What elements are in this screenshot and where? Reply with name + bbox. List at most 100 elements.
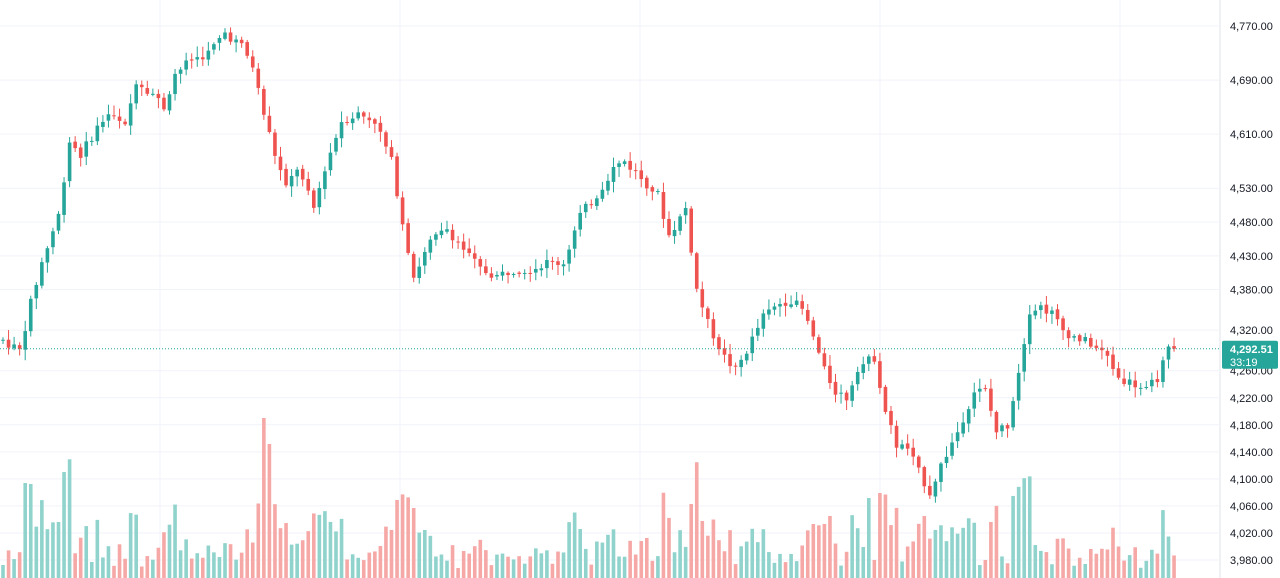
volume-bar — [134, 514, 138, 578]
candle-body — [622, 161, 627, 164]
candle-body — [905, 443, 910, 449]
volume-bar — [534, 548, 538, 578]
volume-bar — [184, 539, 188, 578]
candle-body — [395, 156, 399, 197]
volume-bar — [306, 531, 311, 578]
volume-bar — [528, 556, 533, 578]
volume-bar — [117, 544, 122, 578]
candle-body — [1155, 379, 1160, 383]
price-tick-label: 4,530.00 — [1230, 183, 1273, 195]
candle-body — [367, 117, 372, 121]
volume-bar — [1072, 565, 1076, 578]
volume-bar — [589, 564, 594, 578]
price-axis[interactable]: 4,770.00 4,690.00 4,610.00 4,530.00 4,480.00… — [1230, 21, 1273, 567]
current-price-tag: 4,292.51 33:19 — [1222, 340, 1278, 369]
current-price-badge — [1222, 340, 1278, 369]
volume-bar — [650, 560, 655, 578]
volume-bar — [595, 541, 599, 578]
volume-bar — [312, 513, 316, 578]
candle-body — [67, 142, 72, 182]
volume-bar — [539, 553, 544, 578]
candle-body — [428, 239, 433, 253]
volume-bar — [273, 504, 277, 578]
volume-bar — [883, 494, 888, 578]
volume-bar — [572, 512, 577, 578]
volume-bar — [1022, 478, 1026, 578]
price-tick-label: 4,020.00 — [1230, 528, 1273, 540]
volume-bar — [284, 523, 288, 578]
candle-body — [167, 94, 172, 111]
candle-body — [972, 392, 977, 409]
volume-bar — [1172, 555, 1176, 578]
candle-body — [262, 88, 266, 115]
candle-body — [978, 388, 982, 392]
volume-bar — [767, 552, 771, 578]
volume-bar — [1100, 548, 1104, 578]
volume-bar — [756, 542, 760, 578]
candle-body — [245, 42, 249, 56]
volume-bar — [1089, 548, 1093, 578]
candle-body — [678, 216, 682, 231]
candle-body — [206, 50, 211, 60]
candle-body — [1161, 360, 1165, 382]
volume-bar — [511, 559, 516, 578]
candle-body — [661, 192, 666, 219]
candle-body — [517, 272, 521, 274]
volume-bar — [545, 550, 549, 578]
candle-body — [717, 337, 721, 350]
grid-lines — [0, 0, 1221, 578]
candle-body — [500, 271, 505, 276]
volume-bar — [300, 540, 305, 578]
volume-bar — [195, 553, 200, 578]
candle-body — [356, 112, 360, 119]
candle-body — [628, 160, 632, 170]
candle-body — [817, 337, 821, 353]
volume-bar — [101, 557, 105, 578]
volume-bar — [1105, 549, 1110, 578]
volume-bar — [128, 513, 133, 578]
candle-body — [617, 163, 621, 167]
volume-bar — [678, 530, 682, 578]
volume-bar — [567, 522, 571, 578]
volume-bar — [894, 507, 899, 578]
candle-body — [861, 364, 866, 373]
volume-bar — [517, 556, 521, 578]
volume-bar — [123, 558, 127, 578]
volume-bar — [583, 548, 588, 578]
volume-bar — [450, 545, 455, 578]
volume-bar — [356, 557, 360, 578]
volume-bar — [706, 535, 710, 578]
candle-body — [406, 223, 410, 253]
volume-bar — [206, 545, 211, 578]
volume-bar — [805, 530, 810, 578]
candle-body — [1111, 354, 1115, 369]
candle-body — [800, 301, 804, 309]
volume-bar — [550, 563, 555, 578]
volume-bar — [611, 529, 616, 578]
candle-body — [212, 44, 216, 50]
candle-body — [822, 353, 827, 367]
volume-bar — [367, 552, 372, 578]
candle-body — [173, 73, 177, 95]
candle-body — [672, 229, 677, 237]
candle-body — [633, 170, 638, 172]
volume-bar — [156, 547, 161, 578]
candle-body — [1027, 314, 1032, 345]
volume-bar — [911, 541, 915, 578]
candle-body — [534, 268, 538, 273]
candle-body — [983, 388, 988, 390]
volume-bar — [95, 519, 100, 578]
candle-body — [572, 230, 577, 249]
candle-body — [567, 249, 571, 264]
candle-body — [1066, 330, 1071, 339]
volume-bar — [1011, 495, 1015, 578]
candle-body — [872, 356, 877, 362]
volume-bar — [617, 556, 621, 578]
volume-bar — [384, 526, 388, 578]
price-tick-label: 4,770.00 — [1230, 21, 1273, 33]
candle-body — [545, 260, 549, 269]
volume-bar — [278, 528, 283, 578]
volume-bar — [1133, 547, 1137, 578]
